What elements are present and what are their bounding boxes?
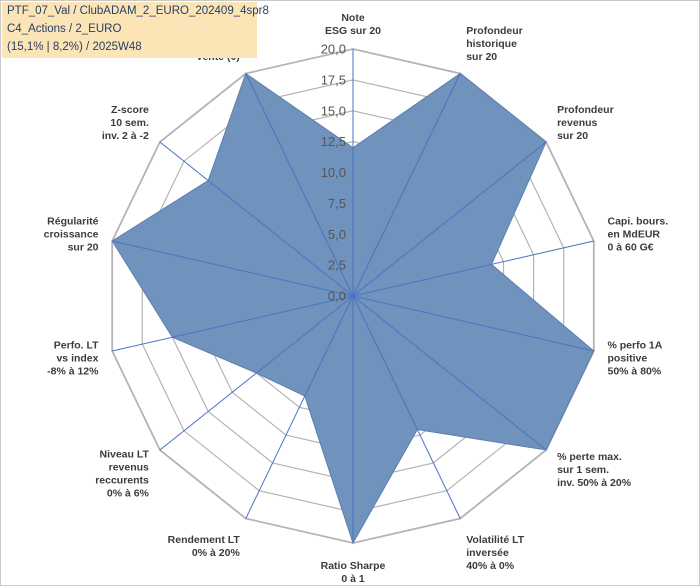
axis-label: Profondeur revenus sur 20	[557, 104, 614, 142]
radar-spokes	[112, 49, 594, 543]
title-line-3: (15,1% | 8,2%) / 2025W48	[7, 41, 142, 53]
tick-label: 2,5	[328, 258, 346, 273]
axis-label: Profondeur historique sur 20	[466, 25, 523, 63]
spoke-9	[159, 295, 354, 451]
spoke-2	[352, 141, 547, 297]
title-line-2: C4_Actions / 2_EURO	[7, 23, 122, 35]
spoke-1	[352, 73, 461, 297]
tick-label: 20,0	[321, 42, 346, 57]
spoke-6	[352, 295, 461, 519]
axis-label: % perte max. sur 1 sem. inv. 50% à 20%	[557, 451, 632, 489]
spoke-5	[352, 295, 547, 451]
spoke-10	[112, 295, 354, 352]
spoke-4	[352, 295, 594, 352]
axis-label: Niveau LT revenus reccurents 0% à 6%	[95, 448, 149, 499]
tick-label: 17,5	[321, 72, 346, 87]
tick-label: 15,0	[321, 103, 346, 118]
tick-label: 0,0	[328, 289, 346, 304]
tick-label: 7,5	[328, 196, 346, 211]
spoke-12	[159, 141, 354, 297]
axis-label: Ratio Sharpe 0 à 1	[321, 560, 386, 585]
spoke-3	[352, 240, 594, 297]
spoke-8	[245, 295, 354, 519]
axis-label: Note ESG sur 20	[325, 12, 381, 37]
axis-label: % perfo 1A positive 50% à 80%	[608, 340, 663, 378]
tick-label: 5,0	[328, 227, 346, 242]
tick-labels: 0,0 2,5 5,0 7,5 10,0 12,5 15,0 17,5 20,0	[321, 42, 346, 304]
spoke-11	[112, 240, 354, 297]
title-line-1: PTF_07_Val / ClubADAM_2_EURO_202409_4spr…	[7, 5, 269, 17]
axis-label: Volatilité LT inversée 40% à 0%	[466, 534, 525, 572]
axis-label: Capi. bours. en MdEUR 0 à 60 G€	[608, 216, 669, 254]
chart-title-box: PTF_07_Val / ClubADAM_2_EURO_202409_4spr…	[2, 2, 269, 58]
axis-label: Régularité croissance sur 20	[44, 216, 99, 254]
axis-label: Rendement LT 0% à 20%	[168, 534, 241, 559]
axis-label: Perfo. LT vs index -8% à 12%	[47, 340, 99, 378]
axis-label: Z-score 10 sem. inv. 2 à -2	[102, 104, 149, 142]
tick-label: 12,5	[321, 134, 346, 149]
spoke-13	[245, 73, 354, 297]
tick-label: 10,0	[321, 165, 346, 180]
